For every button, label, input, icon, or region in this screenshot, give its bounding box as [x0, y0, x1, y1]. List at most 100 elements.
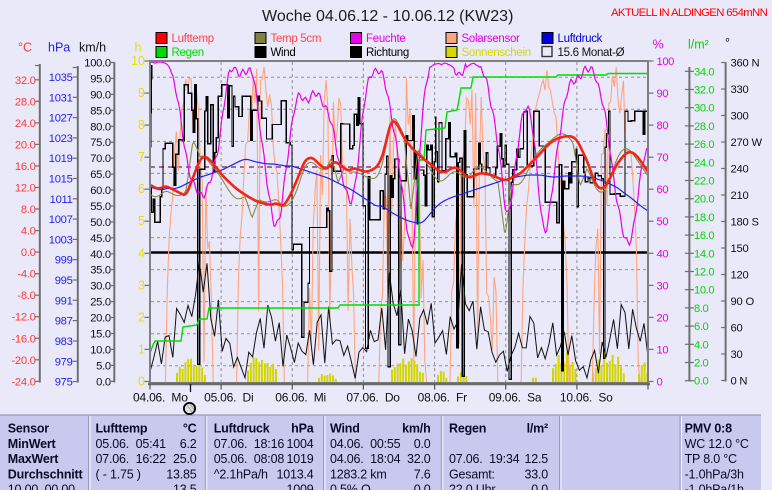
svg-text:Woche 04.06.12 - 10.06.12 (KW2: Woche 04.06.12 - 10.06.12 (KW23) [262, 8, 513, 25]
svg-text:05.06. 05:41: 05.06. 05:41 [96, 437, 167, 451]
svg-text:90: 90 [657, 88, 669, 100]
svg-text:975: 975 [55, 377, 73, 389]
svg-text:983: 983 [55, 336, 73, 348]
svg-text:999: 999 [55, 255, 73, 267]
svg-text:20.0: 20.0 [15, 139, 36, 151]
svg-text:0.0: 0.0 [531, 483, 548, 490]
svg-text:07.06. 19:34: 07.06. 19:34 [449, 452, 520, 466]
svg-text:-1.0hPa/1h: -1.0hPa/1h [685, 483, 744, 490]
svg-text:Durchschnitt: Durchschnitt [8, 467, 84, 481]
svg-text:-16.0: -16.0 [12, 333, 36, 345]
svg-text:360 N: 360 N [731, 58, 760, 70]
svg-text:0: 0 [657, 377, 663, 389]
svg-text:30.0: 30.0 [90, 281, 111, 293]
svg-text:60: 60 [731, 323, 743, 335]
svg-text:Luftdruck: Luftdruck [558, 33, 603, 45]
svg-text:180 S: 180 S [731, 217, 759, 229]
svg-text:15.6 Monat-Ø: 15.6 Monat-Ø [558, 47, 625, 59]
svg-text:80.0: 80.0 [90, 121, 111, 133]
svg-text:3: 3 [138, 278, 145, 292]
svg-text:-1.0hPa/3h: -1.0hPa/3h [685, 467, 744, 481]
svg-text:09.06. Sa: 09.06. Sa [489, 391, 542, 405]
svg-text:-4.0: -4.0 [17, 269, 35, 281]
svg-text:Lufttemp: Lufttemp [172, 33, 214, 45]
svg-text:55.0: 55.0 [90, 201, 111, 213]
svg-text:Temp 5cm: Temp 5cm [271, 33, 322, 45]
svg-text:18.0: 18.0 [694, 212, 714, 224]
svg-text:13.5: 13.5 [173, 483, 197, 490]
svg-text:AKTUELL IN ALDINGEN 654mNN: AKTUELL IN ALDINGEN 654mNN [611, 7, 768, 19]
svg-text:-12.0: -12.0 [12, 312, 36, 324]
svg-text:7: 7 [138, 150, 145, 164]
svg-text:210: 210 [731, 190, 749, 202]
svg-text:°: ° [725, 36, 730, 50]
svg-text:20: 20 [657, 312, 669, 324]
svg-text:1019: 1019 [49, 153, 73, 165]
svg-text:12.0: 12.0 [15, 183, 36, 195]
svg-text:°C: °C [183, 422, 197, 436]
svg-text:270 W: 270 W [731, 137, 763, 149]
svg-text:Solarsensor: Solarsensor [462, 33, 521, 45]
svg-text:07.06. Do: 07.06. Do [346, 391, 400, 405]
svg-text:995: 995 [55, 275, 73, 287]
svg-text:05.06. 08:08: 05.06. 08:08 [214, 452, 285, 466]
svg-text:2.0: 2.0 [694, 358, 709, 370]
svg-text:0.0: 0.0 [414, 483, 431, 490]
svg-text:300: 300 [731, 111, 749, 123]
svg-text:30: 30 [657, 280, 669, 292]
svg-text:Feuchte: Feuchte [366, 33, 405, 45]
svg-text:9: 9 [138, 86, 145, 100]
svg-text:34.0: 34.0 [694, 66, 714, 78]
svg-text:6: 6 [138, 182, 145, 196]
svg-text:6.2: 6.2 [180, 437, 197, 451]
svg-text:1031: 1031 [49, 92, 73, 104]
svg-text:0.0: 0.0 [694, 376, 709, 388]
svg-text:20.0: 20.0 [90, 313, 111, 325]
svg-text:0.0: 0.0 [96, 376, 111, 388]
svg-text:100.0: 100.0 [84, 58, 111, 70]
svg-text:979: 979 [55, 356, 73, 368]
svg-text:75.0: 75.0 [90, 137, 111, 149]
svg-text:70.0: 70.0 [90, 153, 111, 165]
svg-text:60.0: 60.0 [90, 185, 111, 197]
svg-text:60: 60 [657, 184, 669, 196]
svg-text:20.0: 20.0 [694, 194, 714, 206]
svg-text:70: 70 [657, 152, 669, 164]
svg-text:4.0: 4.0 [694, 339, 709, 351]
svg-text:10: 10 [131, 54, 145, 68]
svg-text:07.06. 18:16: 07.06. 18:16 [214, 437, 285, 451]
svg-text:10.00 00.00: 10.00 00.00 [8, 483, 75, 490]
svg-text:10.0: 10.0 [90, 344, 111, 356]
svg-text:32.0: 32.0 [407, 452, 431, 466]
svg-text:65.0: 65.0 [90, 169, 111, 181]
svg-text:32.0: 32.0 [15, 75, 36, 87]
svg-text:PMV 0:8: PMV 0:8 [685, 422, 732, 436]
svg-text:4: 4 [138, 246, 145, 260]
svg-text:25.0: 25.0 [90, 297, 111, 309]
svg-text:07.06. 16:22: 07.06. 16:22 [96, 452, 167, 466]
svg-text:8.0: 8.0 [21, 204, 36, 216]
svg-text:28.0: 28.0 [15, 96, 36, 108]
svg-text:04.06. 18:04: 04.06. 18:04 [330, 452, 401, 466]
svg-text:°C: °C [18, 41, 32, 55]
svg-text:( - 1.75 ): ( - 1.75 ) [96, 467, 141, 481]
svg-text:Sonnenschein: Sonnenschein [462, 47, 531, 59]
svg-text:l/m²: l/m² [527, 422, 548, 436]
svg-text:-24.0: -24.0 [12, 376, 36, 388]
svg-text:22.0 Uhr: 22.0 Uhr [449, 483, 495, 490]
svg-text:10.06. So: 10.06. So [560, 391, 613, 405]
svg-text:5.0: 5.0 [96, 360, 111, 372]
svg-text:90 O: 90 O [731, 296, 755, 308]
svg-text:hPa: hPa [48, 41, 70, 55]
svg-text:991: 991 [55, 295, 73, 307]
svg-text:8.0: 8.0 [694, 303, 709, 315]
svg-text:1007: 1007 [49, 214, 73, 226]
svg-text:1019: 1019 [286, 452, 313, 466]
svg-text:km/h: km/h [402, 422, 430, 436]
svg-text:90.0: 90.0 [90, 89, 111, 101]
svg-text:04.06. 00:55: 04.06. 00:55 [330, 437, 401, 451]
svg-text:08.06. Fr: 08.06. Fr [418, 391, 468, 405]
svg-text:l/m²: l/m² [688, 38, 709, 52]
svg-text:05.06. Di: 05.06. Di [204, 391, 253, 405]
svg-text:km/h: km/h [79, 41, 106, 55]
